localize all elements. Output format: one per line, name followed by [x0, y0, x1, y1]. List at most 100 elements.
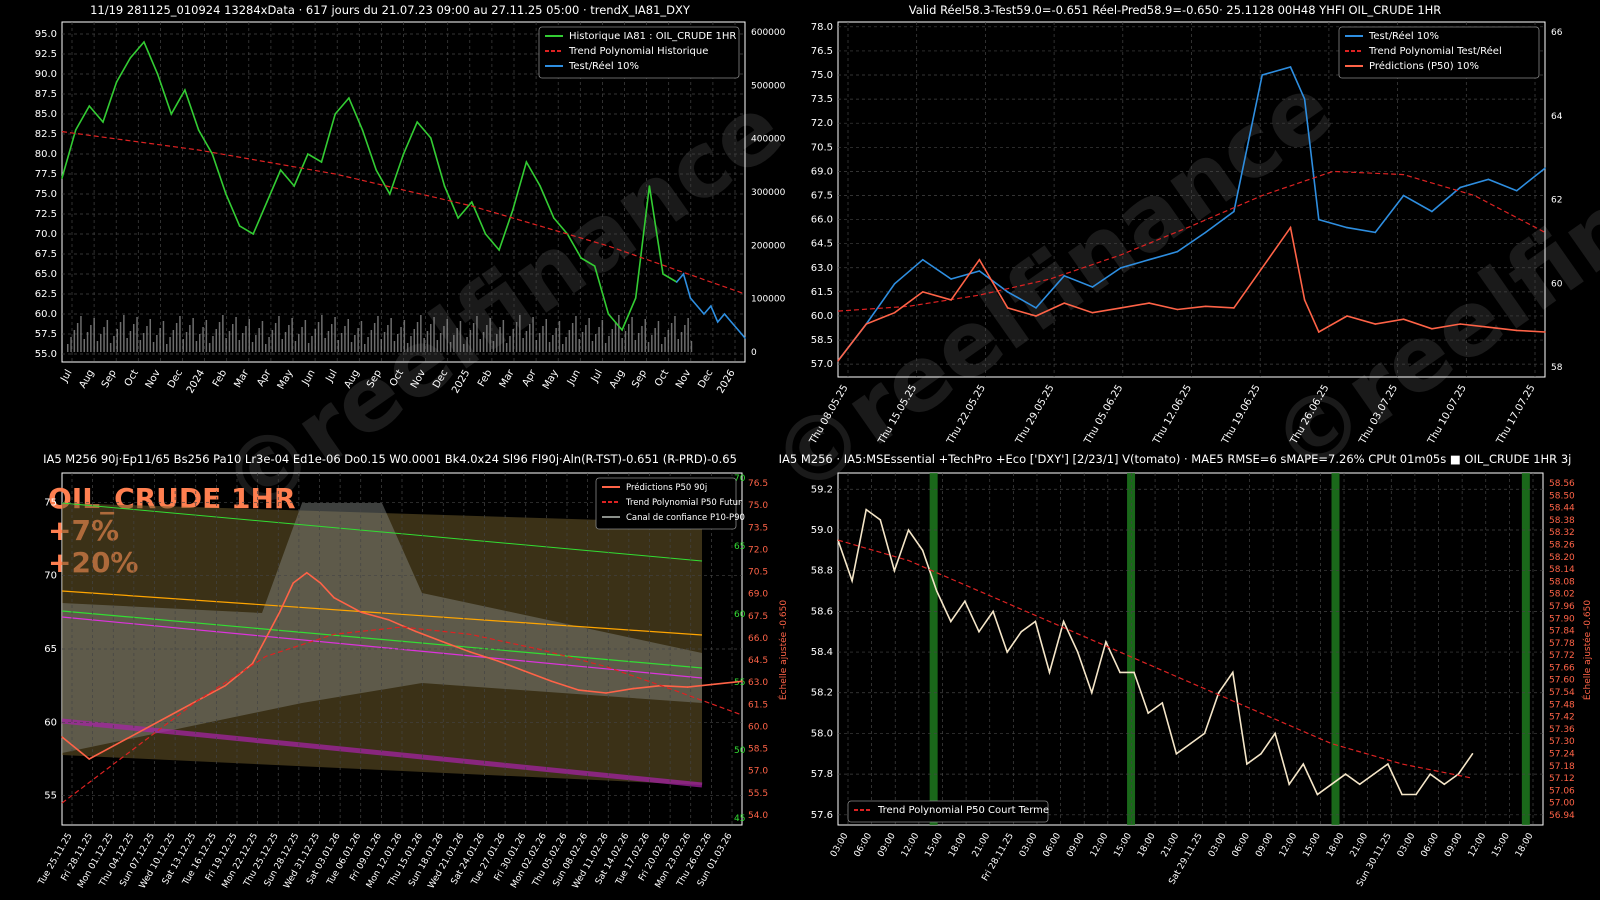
- volume-bar: [166, 344, 168, 352]
- data-point: [306, 571, 308, 574]
- data-point: [950, 278, 952, 280]
- data-point: [61, 177, 63, 179]
- data-point: [1091, 286, 1094, 288]
- data-point: [648, 185, 651, 187]
- data-point: [1358, 783, 1361, 786]
- x-tick-label: 18:00: [947, 831, 969, 859]
- y2-tick-label: 67.5: [748, 612, 768, 622]
- y2-tick-label: 400000: [751, 135, 786, 145]
- y2-tick-label: 70.5: [748, 568, 768, 578]
- volume-bar: [400, 327, 402, 352]
- volume-bar: [403, 320, 406, 352]
- data-point: [632, 687, 634, 690]
- data-point: [950, 620, 952, 623]
- volume-bar: [595, 334, 597, 352]
- volume-bar: [581, 332, 584, 352]
- y2-tick-label: 64: [1551, 112, 1563, 122]
- data-point: [1457, 773, 1460, 775]
- data-point: [1204, 231, 1207, 234]
- x-tick-label: 06:00: [853, 831, 875, 859]
- x-tick-label: 03:00: [1207, 831, 1229, 859]
- data-point: [1387, 763, 1389, 765]
- y-tick-label: 82.5: [35, 129, 57, 140]
- session-band-3: [1521, 473, 1530, 825]
- y-tick-label: 58.2: [811, 688, 833, 699]
- y2-tick-label: 58.08: [1549, 577, 1575, 587]
- y-tick-label: 58.6: [811, 606, 833, 617]
- volume-bar: [505, 343, 508, 352]
- volume-bar: [235, 317, 237, 352]
- data-point: [1374, 323, 1377, 325]
- x-tick-label: 15:00: [1112, 831, 1134, 859]
- y-tick-label: 60.0: [35, 309, 57, 320]
- volume-bar: [492, 341, 495, 352]
- legend-label: Prédictions (P50) 10%: [1369, 60, 1479, 72]
- data-point: [1232, 671, 1234, 674]
- volume-bar: [212, 336, 214, 352]
- x-tick-label: 06:00: [1042, 831, 1064, 859]
- volume-bar: [100, 334, 102, 352]
- data-point: [1261, 74, 1263, 76]
- data-point: [1459, 323, 1461, 325]
- y-tick-label: 69.0: [811, 166, 833, 177]
- data-point: [414, 630, 417, 633]
- data-point: [1515, 189, 1518, 192]
- volume-bar: [426, 331, 429, 352]
- x-tick-label: 03:00: [1396, 831, 1418, 859]
- volume-bar: [106, 320, 109, 352]
- volume-bar: [90, 325, 92, 352]
- y2-tick-label: 58.44: [1549, 504, 1575, 514]
- volume-bar: [641, 326, 643, 352]
- volume-bar: [202, 327, 204, 352]
- data-point: [1402, 194, 1405, 197]
- data-point: [686, 686, 689, 688]
- data-point: [744, 337, 746, 339]
- volume-bar: [453, 335, 455, 352]
- data-point: [1544, 167, 1546, 169]
- data-point: [361, 129, 364, 131]
- volume-bar: [126, 338, 128, 352]
- volume-bar: [274, 323, 277, 352]
- data-point: [978, 258, 981, 261]
- data-point: [879, 519, 882, 521]
- volume-bar: [86, 332, 89, 352]
- data-point: [1006, 651, 1008, 653]
- data-point: [225, 193, 227, 195]
- data-point: [1076, 651, 1079, 653]
- data-point: [416, 121, 419, 123]
- volume-bar: [185, 332, 188, 352]
- y2-tick-label: 57.0: [748, 767, 768, 777]
- data-point: [1035, 315, 1037, 317]
- volume-bar: [446, 319, 448, 352]
- confidence-band-inner: [62, 503, 702, 753]
- y2-tick-label: 58.20: [1549, 553, 1575, 563]
- y-tick-label: 72.5: [35, 209, 57, 220]
- data-point: [1246, 763, 1248, 765]
- y-tick-label: 61.5: [811, 287, 833, 298]
- volume-bar: [129, 331, 132, 352]
- volume-bar: [406, 343, 409, 352]
- data-point: [1401, 793, 1403, 796]
- volume-bar: [344, 326, 346, 352]
- x-tick-label: Sep: [100, 368, 119, 390]
- x-tick-label: Dec: [166, 368, 185, 390]
- volume-bar: [248, 319, 250, 352]
- data-point: [334, 113, 337, 115]
- x-tick-label: Oct: [123, 368, 141, 389]
- volume-bar: [690, 341, 693, 352]
- x-tick-label: 15:00: [1490, 831, 1512, 859]
- volume-bar: [304, 320, 307, 352]
- y2-tick-label: 76.5: [748, 479, 768, 489]
- data-point: [837, 360, 839, 362]
- x-tick-label: Thu 12.06.25: [1151, 383, 1194, 447]
- volume-bar: [413, 329, 415, 352]
- data-point: [1189, 742, 1192, 745]
- data-point: [978, 630, 980, 633]
- chart-title-bottom-right: IA5 M256 · IA5:MSEssential +TechPro +Eco…: [779, 452, 1572, 466]
- y2-tick-label: 55.5: [748, 789, 768, 799]
- data-point: [375, 169, 378, 171]
- y-tick-label: 59.0: [811, 525, 833, 536]
- y-tick-label: 62.5: [35, 289, 57, 300]
- x-tick-label: 09:00: [876, 831, 898, 859]
- svg-text:©reelfinance: ©reelfinance: [752, 55, 1351, 518]
